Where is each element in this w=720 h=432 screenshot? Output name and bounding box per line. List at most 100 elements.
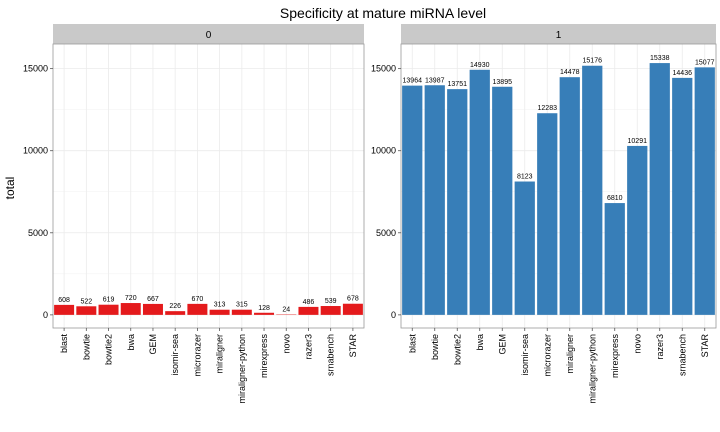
bar-srnabench xyxy=(672,77,693,315)
x-tick-label: miraligner-python xyxy=(237,334,247,404)
y-axis-label: total xyxy=(3,177,17,200)
value-label: 678 xyxy=(347,296,359,303)
value-label: 10291 xyxy=(628,138,648,145)
bar-razer3 xyxy=(298,306,319,315)
value-label: 15077 xyxy=(695,59,715,66)
value-label: 14436 xyxy=(673,70,693,77)
value-label: 12283 xyxy=(538,105,558,112)
x-tick-label: blast xyxy=(407,334,417,354)
bar-bwa xyxy=(120,303,141,315)
value-label: 720 xyxy=(125,295,137,302)
value-label: 24 xyxy=(282,306,290,313)
x-tick-label: microrazer xyxy=(542,334,552,377)
x-tick-label: srnabench xyxy=(326,334,336,376)
x-tick-label: bwa xyxy=(475,334,485,351)
x-tick-label: isomir-sea xyxy=(170,334,180,376)
x-tick-label: isomir-sea xyxy=(520,334,530,376)
x-tick-label: GEM xyxy=(497,334,507,355)
x-tick-label: bowtie xyxy=(81,334,91,360)
panels: 0 608 522 619 720 667 226 670 313 315 128 24 486 539 6… xyxy=(23,24,717,404)
value-label: 15176 xyxy=(583,58,603,65)
bar-novo xyxy=(627,145,648,315)
panel-0: 0 608 522 619 720 667 226 670 313 315 128 24 486 539 6… xyxy=(23,24,365,404)
value-label: 13751 xyxy=(448,81,468,88)
facet-strip-label: 0 xyxy=(206,30,212,41)
value-label: 13964 xyxy=(403,78,423,85)
x-tick-label: bowtie2 xyxy=(104,334,114,365)
bar-isomir-sea xyxy=(514,181,535,315)
y-tick-label: 0 xyxy=(43,310,48,320)
x-tick-label: miraligner xyxy=(565,334,575,374)
value-label: 14930 xyxy=(470,62,490,69)
x-tick-label: razer3 xyxy=(303,334,313,360)
bar-blast xyxy=(402,85,423,315)
x-tick-label: miraligner xyxy=(215,334,225,374)
y-tick-label: 15000 xyxy=(371,64,396,74)
value-label: 226 xyxy=(169,303,181,310)
y-tick-label: 15000 xyxy=(23,64,48,74)
bar-bowtie xyxy=(424,85,445,315)
bar-mirexpress xyxy=(254,312,275,315)
chart-title: Specificity at mature miRNA level xyxy=(280,5,486,21)
bar-bowtie xyxy=(76,306,97,315)
bar-srnabench xyxy=(320,306,341,315)
value-label: 522 xyxy=(80,298,92,305)
y-tick-label: 5000 xyxy=(376,228,396,238)
panel-border xyxy=(52,43,365,329)
x-tick-label: mirexpress xyxy=(610,334,620,379)
bar-miraligner xyxy=(559,77,580,315)
value-label: 15338 xyxy=(650,55,670,62)
bar-miraligner xyxy=(209,309,230,315)
bar-microrazer xyxy=(537,113,558,315)
facet-strip xyxy=(401,24,716,44)
value-label: 13895 xyxy=(493,79,513,86)
x-tick-label: GEM xyxy=(148,334,158,355)
value-label: 128 xyxy=(258,305,270,312)
bar-STAR xyxy=(694,67,715,315)
bar-bowtie2 xyxy=(447,89,468,315)
bar-miraligner-python xyxy=(582,65,603,315)
bar-microrazer xyxy=(187,303,208,315)
bar-bwa xyxy=(469,69,490,315)
bar-GEM xyxy=(492,86,513,315)
x-tick-label: blast xyxy=(59,334,69,354)
panel-border xyxy=(400,43,717,329)
bar-mirexpress xyxy=(604,203,625,315)
x-tick-label: novo xyxy=(632,334,642,354)
x-tick-label: microrazer xyxy=(192,334,202,377)
value-label: 539 xyxy=(325,298,337,305)
x-tick-label: miraligner-python xyxy=(587,334,597,404)
y-tick-label: 10000 xyxy=(23,146,48,156)
value-label: 14478 xyxy=(560,69,580,76)
x-tick-label: bowtie2 xyxy=(452,334,462,365)
value-label: 486 xyxy=(303,299,315,306)
value-label: 667 xyxy=(147,296,159,303)
bar-GEM xyxy=(142,303,163,315)
value-label: 6810 xyxy=(607,195,623,202)
bar-blast xyxy=(54,304,75,315)
value-label: 8123 xyxy=(517,174,533,181)
y-tick-label: 10000 xyxy=(371,146,396,156)
x-tick-label: bowtie xyxy=(430,334,440,360)
value-label: 313 xyxy=(214,302,226,309)
bar-razer3 xyxy=(649,63,670,315)
bar-miraligner-python xyxy=(231,309,252,315)
x-tick-label: STAR xyxy=(348,334,358,358)
x-tick-label: novo xyxy=(281,334,291,354)
x-tick-label: srnabench xyxy=(677,334,687,376)
bar-isomir-sea xyxy=(165,311,186,315)
value-label: 670 xyxy=(192,296,204,303)
bar-STAR xyxy=(342,303,363,315)
y-tick-label: 0 xyxy=(391,310,396,320)
x-tick-label: STAR xyxy=(700,334,710,358)
x-tick-label: bwa xyxy=(126,334,136,351)
x-tick-label: razer3 xyxy=(655,334,665,360)
facet-strip xyxy=(53,24,364,44)
bar-bowtie2 xyxy=(98,304,119,315)
x-tick-label: mirexpress xyxy=(259,334,269,379)
value-label: 619 xyxy=(103,297,115,304)
value-label: 13987 xyxy=(425,77,445,84)
panel-background xyxy=(53,44,364,328)
